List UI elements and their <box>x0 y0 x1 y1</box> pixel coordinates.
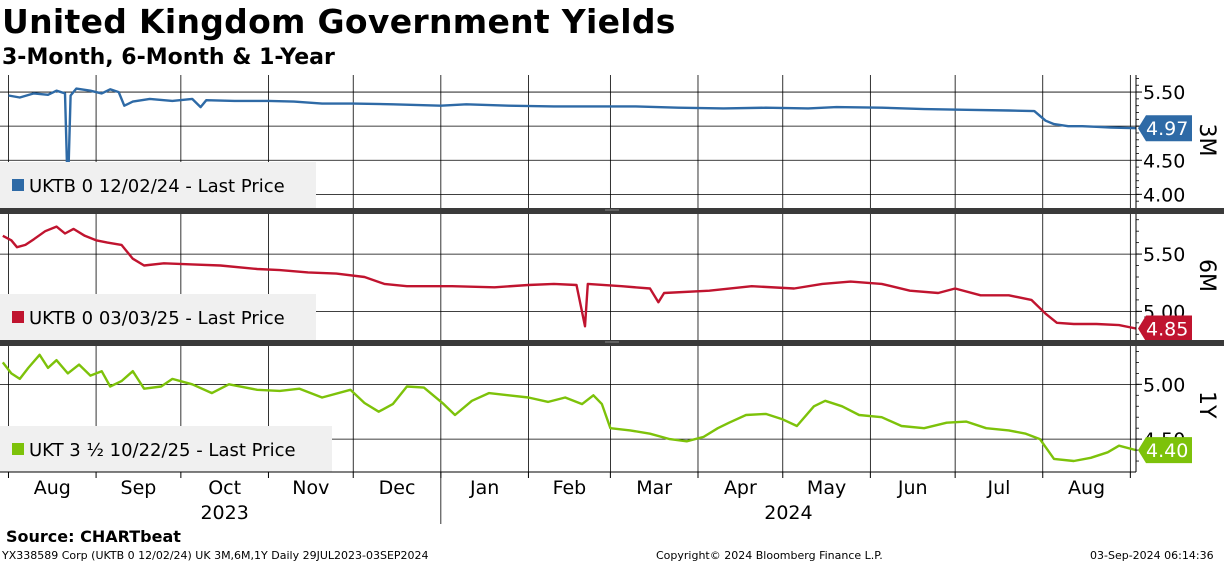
legend-box <box>0 426 332 472</box>
y-tick-label: 5.00 <box>1143 374 1185 396</box>
x-tick-label: Dec <box>379 477 416 499</box>
x-tick-label: Aug <box>34 477 71 499</box>
last-price-label: 4.85 <box>1146 319 1188 341</box>
x-tick-label: Jul <box>986 477 1010 499</box>
x-tick-label: Aug <box>1068 477 1105 499</box>
legend-6m: UKTB 0 03/03/25 - Last Price <box>0 294 316 340</box>
chart-subtitle: 3-Month, 6-Month & 1-Year <box>2 45 335 70</box>
x-tick-label: Oct <box>208 477 241 499</box>
legend-box <box>0 294 316 340</box>
legend-swatch <box>12 311 24 323</box>
chart-title: United Kingdom Government Yields <box>2 2 676 41</box>
year-label: 2023 <box>200 502 248 524</box>
yield-chart: 5.50 5.00 4.50 4.00 4.97 3M UKTB 0 12/02/24 - … <box>0 75 1224 524</box>
x-tick-label: Sep <box>121 477 157 499</box>
axis-label-3m: 3M <box>1194 124 1219 157</box>
axis-label-6m: 6M <box>1194 259 1219 292</box>
x-tick-label: Feb <box>553 477 587 499</box>
copyright-notice: Copyright© 2024 Bloomberg Finance L.P. <box>656 549 883 562</box>
x-tick-label: Nov <box>292 477 329 499</box>
x-tick-label: May <box>807 477 846 499</box>
legend-label: UKTB 0 03/03/25 - Last Price <box>29 308 285 329</box>
panel-divider <box>0 340 1224 346</box>
y-tick-label: 5.50 <box>1143 82 1185 104</box>
last-price-label: 4.40 <box>1146 440 1188 462</box>
y-tick-label: 4.50 <box>1143 150 1185 172</box>
series-line-3m <box>8 87 1137 196</box>
x-tick-label: Jun <box>897 477 928 499</box>
x-tick-label: Mar <box>636 477 672 499</box>
legend-swatch <box>12 179 24 191</box>
x-tick-label: Apr <box>724 477 757 499</box>
legend-1y: UKT 3 ½ 10/22/25 - Last Price <box>0 426 332 472</box>
legend-box <box>0 162 316 208</box>
last-price-tag <box>1138 115 1192 142</box>
ticker-info: YX338589 Corp (UKTB 0 12/02/24) UK 3M,6M… <box>2 549 429 562</box>
legend-label: UKT 3 ½ 10/22/25 - Last Price <box>29 440 296 461</box>
last-price-label: 4.97 <box>1146 118 1188 140</box>
axis-label-1y: 1Y <box>1194 391 1219 419</box>
panel-divider <box>0 208 1224 214</box>
last-price-tag <box>1138 315 1192 342</box>
y-tick-label: 4.00 <box>1143 184 1185 206</box>
legend-label: UKTB 0 12/02/24 - Last Price <box>29 176 285 197</box>
legend-3m: UKTB 0 12/02/24 - Last Price <box>0 162 316 208</box>
timestamp: 03-Sep-2024 06:14:36 <box>1090 549 1214 562</box>
series-line-1y <box>1 353 1137 463</box>
source-label: Source: CHARTbeat <box>6 527 181 546</box>
series-line-6m <box>2 225 1137 330</box>
legend-swatch <box>12 443 24 455</box>
y-tick-label: 5.50 <box>1143 244 1185 266</box>
year-label: 2024 <box>764 502 812 524</box>
x-tick-label: Jan <box>469 477 499 499</box>
last-price-tag <box>1138 437 1192 464</box>
